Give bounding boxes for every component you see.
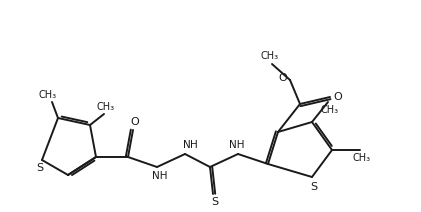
Text: CH₃: CH₃	[321, 105, 339, 115]
Text: NH: NH	[229, 140, 245, 150]
Text: CH₃: CH₃	[97, 102, 115, 112]
Text: O: O	[333, 92, 342, 102]
Text: H: H	[190, 140, 198, 150]
Text: NH: NH	[152, 171, 168, 181]
Text: S: S	[211, 197, 218, 207]
Text: S: S	[310, 182, 317, 192]
Text: CH₃: CH₃	[353, 153, 371, 163]
Text: O: O	[131, 117, 139, 127]
Text: N: N	[183, 140, 191, 150]
Text: CH₃: CH₃	[39, 90, 57, 100]
Text: O: O	[279, 73, 288, 83]
Text: CH₃: CH₃	[261, 51, 279, 61]
Text: S: S	[37, 163, 43, 173]
